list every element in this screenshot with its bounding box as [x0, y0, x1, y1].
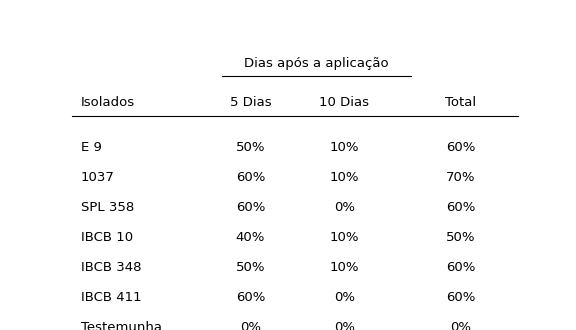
Text: Total: Total: [445, 95, 476, 109]
Text: 60%: 60%: [236, 171, 265, 184]
Text: 60%: 60%: [446, 201, 475, 214]
Text: 0%: 0%: [240, 321, 261, 330]
Text: 60%: 60%: [446, 261, 475, 274]
Text: 50%: 50%: [236, 261, 266, 274]
Text: 40%: 40%: [236, 231, 265, 244]
Text: 60%: 60%: [236, 201, 265, 214]
Text: 10%: 10%: [329, 261, 359, 274]
Text: 10%: 10%: [329, 171, 359, 184]
Text: 10 Dias: 10 Dias: [319, 95, 369, 109]
Text: 60%: 60%: [446, 291, 475, 304]
Text: Testemunha: Testemunha: [81, 321, 162, 330]
Text: 60%: 60%: [236, 291, 265, 304]
Text: 0%: 0%: [334, 291, 355, 304]
Text: 5 Dias: 5 Dias: [230, 95, 271, 109]
Text: E 9: E 9: [81, 141, 102, 154]
Text: 0%: 0%: [450, 321, 471, 330]
Text: IBCB 411: IBCB 411: [81, 291, 142, 304]
Text: 10%: 10%: [329, 231, 359, 244]
Text: 70%: 70%: [446, 171, 475, 184]
Text: 0%: 0%: [334, 321, 355, 330]
Text: 1037: 1037: [81, 171, 115, 184]
Text: 60%: 60%: [446, 141, 475, 154]
Text: 0%: 0%: [334, 201, 355, 214]
Text: 50%: 50%: [236, 141, 266, 154]
Text: Isolados: Isolados: [81, 95, 135, 109]
Text: 50%: 50%: [446, 231, 475, 244]
Text: SPL 358: SPL 358: [81, 201, 134, 214]
Text: IBCB 348: IBCB 348: [81, 261, 142, 274]
Text: Dias após a aplicação: Dias após a aplicação: [244, 57, 389, 70]
Text: IBCB 10: IBCB 10: [81, 231, 133, 244]
Text: 10%: 10%: [329, 141, 359, 154]
